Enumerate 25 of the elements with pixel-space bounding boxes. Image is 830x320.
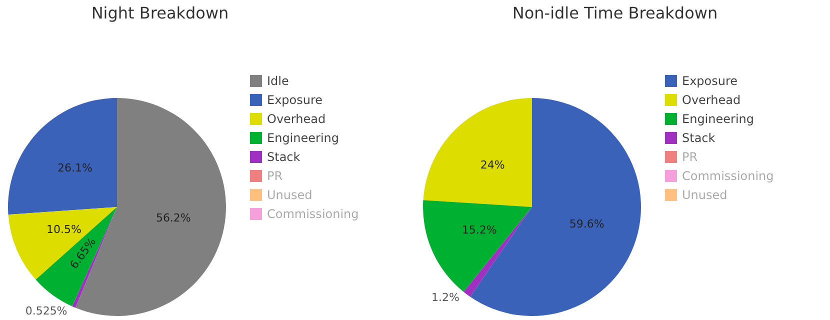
legend-label: Commissioning [682, 169, 774, 183]
chart-title: Night Breakdown [91, 4, 229, 22]
data-label: 26.1% [57, 161, 92, 174]
data-label: 1.2% [431, 291, 460, 304]
legend-label: Exposure [267, 93, 323, 107]
chart-title: Non-idle Time Breakdown [512, 4, 718, 22]
legend-label: Unused [267, 188, 312, 202]
legend-label: Engineering [267, 131, 339, 145]
legend-label: Exposure [682, 74, 738, 88]
data-label: 0.525% [25, 304, 68, 318]
data-label: 15.2% [462, 224, 497, 237]
legend-label: PR [682, 150, 698, 164]
data-label: 24% [480, 158, 505, 172]
legend-label: Idle [267, 74, 289, 88]
data-label: 56.2% [156, 212, 191, 225]
data-label: 59.6% [569, 218, 604, 231]
legend-label: Overhead [682, 93, 741, 107]
legend-label: Stack [267, 150, 300, 164]
legend-label: Unused [682, 188, 728, 202]
legend-label: PR [267, 169, 283, 183]
legend-label: Stack [682, 131, 716, 145]
data-label: 10.5% [46, 222, 82, 236]
legend-label: Overhead [267, 112, 326, 126]
legend-label: Commissioning [267, 207, 359, 221]
legend-label: Engineering [682, 112, 754, 126]
